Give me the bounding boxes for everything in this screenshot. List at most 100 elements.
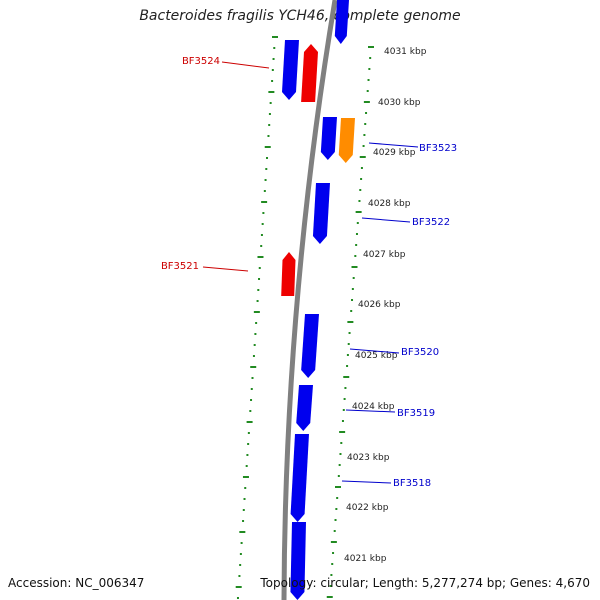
track-dot <box>341 420 344 422</box>
track-dot <box>239 553 242 555</box>
track-dot <box>340 442 343 444</box>
track-dot <box>268 91 275 93</box>
gene-labels: BF3524 BF3523 BF3522 BF3521 BF3520 BF3519 BF35… <box>161 56 457 489</box>
track-dot <box>347 321 354 323</box>
track-dot <box>356 222 359 224</box>
gene-label-leader <box>341 480 392 484</box>
track-dot <box>338 464 341 466</box>
track-dot <box>257 289 260 291</box>
gene-arrow <box>312 183 330 244</box>
track-dot <box>260 245 263 247</box>
track-dot <box>267 135 270 137</box>
gene-arrow <box>290 434 309 522</box>
track-dot <box>339 453 342 455</box>
track-dot <box>359 156 366 158</box>
track-dot <box>360 178 363 180</box>
track-dot <box>346 354 349 356</box>
kbp-tick-label: 4021 kbp <box>344 554 387 564</box>
track-dot <box>351 266 358 268</box>
track-dot <box>271 80 274 82</box>
right-dotted-track <box>326 46 374 598</box>
kbp-ticks: 4031 kbp 4030 kbp 4029 kbp 4028 kbp 4027 kbp… <box>344 47 427 564</box>
kbp-tick-label: 4029 kbp <box>373 148 416 158</box>
track-dot <box>242 509 245 511</box>
track-dot <box>247 432 250 434</box>
track-dot <box>366 90 369 92</box>
track-dot <box>351 299 354 301</box>
kbp-tick-label: 4028 kbp <box>368 199 411 209</box>
gene-label[interactable]: BF3524 <box>182 56 220 67</box>
accession-text: Accession: NC_006347 <box>8 576 145 590</box>
gene-label-leader <box>221 61 270 69</box>
gene-label-leader <box>345 409 396 413</box>
gene-label-leader <box>361 217 411 223</box>
track-dot <box>331 563 334 565</box>
gene-arrow <box>320 117 337 160</box>
track-dot <box>238 575 241 577</box>
track-dot <box>368 68 371 70</box>
track-dot <box>330 541 337 543</box>
kbp-tick-label: 4025 kbp <box>355 351 398 361</box>
topology-stats-text: Topology: circular; Length: 5,277,274 bp… <box>260 576 590 590</box>
track-dot <box>240 542 243 544</box>
gene-arrow <box>296 385 313 431</box>
gene-label[interactable]: BF3519 <box>397 408 435 419</box>
track-dot <box>362 145 365 147</box>
gene-arrow <box>281 252 296 296</box>
gene-arrow <box>301 44 318 102</box>
gene-arrow <box>301 314 319 378</box>
track-dot <box>242 520 245 522</box>
track-dot <box>367 79 370 81</box>
track-dot <box>247 443 250 445</box>
track-dot <box>255 322 258 324</box>
track-dot <box>359 189 362 191</box>
track-dot <box>268 124 271 126</box>
track-dot <box>246 454 249 456</box>
left-dotted-track <box>235 36 278 599</box>
track-dot <box>258 267 261 269</box>
track-dot <box>254 333 257 335</box>
track-dot <box>239 531 246 533</box>
kbp-tick-label: 4024 kbp <box>352 402 395 412</box>
track-dot <box>351 288 354 290</box>
track-dot <box>272 36 278 38</box>
track-dot <box>355 244 358 246</box>
track-dot <box>354 255 357 257</box>
track-dot <box>336 497 339 499</box>
track-dot <box>363 134 366 136</box>
track-dot <box>253 311 260 313</box>
track-dot <box>260 234 263 236</box>
track-dot <box>352 277 355 279</box>
gene-label[interactable]: BF3518 <box>393 478 431 489</box>
gene-label[interactable]: BF3521 <box>161 261 199 272</box>
gene-label[interactable]: BF3522 <box>412 217 450 228</box>
track-dot <box>268 113 271 115</box>
kbp-tick-label: 4023 kbp <box>347 453 390 463</box>
track-dot <box>358 200 361 202</box>
track-dot <box>253 344 256 346</box>
track-dot <box>339 431 346 433</box>
gene-features <box>281 0 355 600</box>
gene-label[interactable]: BF3520 <box>401 347 439 358</box>
track-dot <box>261 201 268 203</box>
track-dot <box>264 179 267 181</box>
track-dot <box>251 377 254 379</box>
track-dot <box>269 102 272 104</box>
track-dot <box>355 211 362 213</box>
track-dot <box>333 530 336 532</box>
track-dot <box>369 57 372 59</box>
track-dot <box>262 212 265 214</box>
track-dot <box>343 398 346 400</box>
track-dot <box>342 409 345 411</box>
gene-label[interactable]: BF3523 <box>419 143 457 154</box>
track-dot <box>271 69 274 71</box>
gene-label-leader <box>349 348 400 354</box>
kbp-tick-label: 4027 kbp <box>363 250 406 260</box>
track-dot <box>243 498 246 500</box>
track-dot <box>368 46 374 48</box>
track-dot <box>348 332 351 334</box>
track-dot <box>334 519 337 521</box>
kbp-tick-label: 4031 kbp <box>384 47 427 57</box>
track-dot <box>244 487 247 489</box>
